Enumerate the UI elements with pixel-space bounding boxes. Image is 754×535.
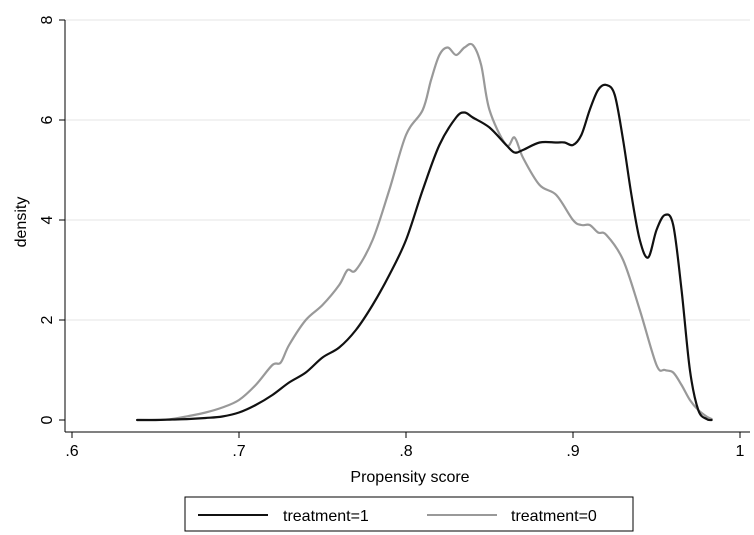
y-tick-label: 0 xyxy=(39,415,56,424)
y-ticks: 0 2 4 6 8 xyxy=(39,15,65,424)
x-tick-label: .7 xyxy=(232,443,245,460)
y-tick-label: 2 xyxy=(39,315,56,324)
y-tick-label: 6 xyxy=(39,115,56,124)
y-axis-title: density xyxy=(13,197,30,248)
legend: treatment=1 treatment=0 xyxy=(184,496,634,532)
x-tick-label: .8 xyxy=(399,443,412,460)
x-tick-label: .9 xyxy=(566,443,579,460)
x-ticks: .6 .7 .8 .9 1 xyxy=(65,432,745,460)
series-line-treatment-1 xyxy=(136,83,713,422)
series-line-treatment-0 xyxy=(136,42,713,422)
y-tick-label: 4 xyxy=(39,215,56,224)
series-layer xyxy=(136,42,713,422)
axes xyxy=(64,20,750,433)
x-tick-label: 1 xyxy=(736,443,745,460)
legend-label-treatment-1: treatment=1 xyxy=(283,508,369,525)
x-tick-label: .6 xyxy=(65,443,78,460)
x-axis-title: Propensity score xyxy=(350,469,469,486)
legend-label-treatment-0: treatment=0 xyxy=(511,508,597,525)
y-tick-label: 8 xyxy=(39,15,56,24)
